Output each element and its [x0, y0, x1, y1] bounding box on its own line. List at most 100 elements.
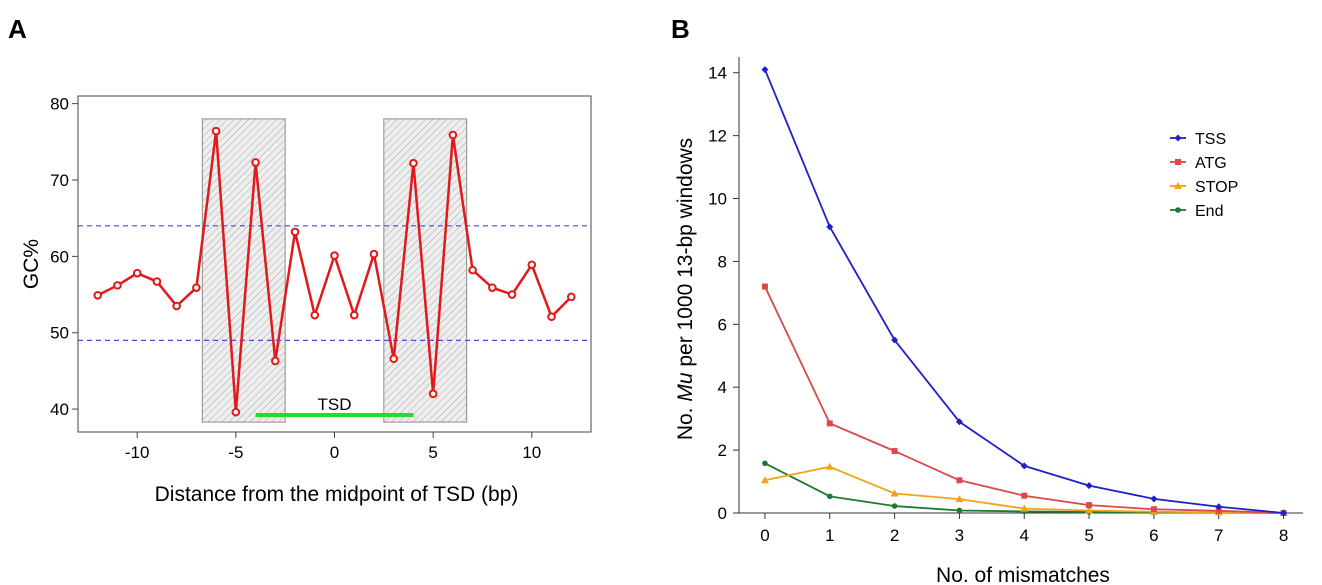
x-tick-label-a: 0 [330, 443, 339, 462]
x-tick-label-b: 0 [760, 526, 769, 545]
gc-point [132, 268, 142, 278]
x-tick-label-a: -5 [228, 443, 243, 462]
gc-point [409, 158, 418, 168]
highlight-region-2 [383, 118, 468, 423]
x-tick-label-a: 5 [428, 443, 437, 462]
y-tick-label-a: 60 [50, 247, 69, 266]
gc-point [290, 227, 300, 237]
y-tick-label-b: 14 [708, 64, 727, 83]
series-point-atg [761, 283, 768, 290]
y-tick-label-b: 0 [718, 504, 727, 523]
y-tick-label-b: 10 [708, 190, 727, 209]
series-point-tss [1085, 482, 1093, 490]
series-point-stop [955, 495, 964, 503]
y-tick-label-a: 50 [50, 324, 69, 343]
y-axis-title-a: GC% [20, 239, 43, 289]
series-point-atg [956, 477, 963, 484]
gc-point [231, 407, 241, 417]
series-point-atg [826, 420, 833, 427]
gc-point [507, 290, 517, 299]
legend-label-stop: STOP [1195, 179, 1238, 196]
gc-point [113, 281, 122, 290]
gc-series-line [97, 129, 573, 414]
legend-marker-tss [1174, 134, 1182, 142]
panel-b-letter: B [671, 14, 690, 44]
series-point-atg [1150, 506, 1157, 513]
legend-marker-end [1175, 207, 1181, 213]
panel-a-letter: A [8, 14, 27, 44]
x-axis-title-b: No. of mismatches [936, 564, 1110, 585]
y-tick-label-a: 70 [50, 171, 69, 190]
y-tick-label-b: 6 [718, 315, 727, 334]
series-line-atg [764, 286, 1284, 514]
x-axis-title-a: Distance from the midpoint of TSD (bp) [155, 483, 519, 506]
series-point-atg [1021, 492, 1028, 499]
gc-point [192, 283, 201, 292]
gc-point [428, 389, 438, 399]
series-point-tss [761, 66, 769, 74]
gc-point [488, 283, 497, 292]
series-point-tss [891, 336, 899, 344]
y-tick-label-b: 4 [718, 378, 727, 397]
series-point-stop [760, 476, 769, 484]
series-point-tss [1020, 462, 1028, 470]
gc-point [527, 260, 537, 270]
gc-point [566, 292, 576, 302]
x-tick-label-b: 5 [1084, 526, 1093, 545]
tsd-label: TSD [318, 395, 352, 414]
legend-marker-atg [1175, 159, 1181, 165]
gc-point [330, 251, 339, 260]
chart-a: TSD 40 50 60 70 80 -10 -5 0 5 10 Distance from the … [20, 95, 592, 506]
y-tick-label-a: 40 [50, 400, 69, 419]
series-point-end [956, 507, 963, 514]
gc-point [369, 249, 379, 259]
series-point-stop [890, 489, 899, 497]
gc-point [547, 312, 556, 321]
series-point-tss [1215, 503, 1223, 511]
y-tick-label-b: 2 [718, 441, 727, 460]
series-point-tss [1150, 495, 1158, 503]
x-tick-label-b: 8 [1279, 526, 1288, 545]
series-point-atg [1215, 507, 1222, 514]
series-point-stop [825, 462, 834, 470]
y-axis-title-b: No. Mu per 1000 13-bp windows [674, 138, 697, 440]
series-point-stop [1020, 504, 1029, 512]
legend-label-tss: TSS [1195, 131, 1226, 148]
gc-point [93, 291, 103, 300]
legend-label-atg: ATG [1195, 155, 1227, 172]
x-tick-label-b: 2 [890, 526, 899, 545]
series-point-tss [955, 418, 963, 426]
y-axis-title-b-part: No. [674, 402, 697, 441]
legend-marker-stop [1174, 182, 1182, 189]
gc-point [271, 356, 280, 366]
x-tick-label-b: 6 [1149, 526, 1158, 545]
gc-point [211, 126, 221, 136]
x-tick-label-b: 1 [825, 526, 834, 545]
series-point-atg [891, 448, 898, 455]
y-tick-label-a: 80 [50, 95, 69, 114]
gc-point [152, 277, 162, 286]
series-point-end [826, 493, 833, 500]
series-point-stop [1085, 506, 1094, 514]
series-point-tss [826, 223, 834, 231]
highlight-region-1 [201, 118, 286, 423]
x-tick-label-a: -10 [125, 443, 150, 462]
y-tick-label-b: 12 [708, 127, 727, 146]
gc-point [251, 158, 260, 167]
plot-frame-a [77, 95, 592, 433]
legend-label-end: End [1195, 203, 1223, 220]
gc-point [389, 354, 398, 363]
x-tick-label-b: 4 [1020, 526, 1029, 545]
y-axis-title-b-part: Mu [674, 372, 697, 401]
gc-point [468, 265, 477, 275]
x-tick-label-b: 3 [955, 526, 964, 545]
series-point-atg [1086, 502, 1093, 509]
x-tick-label-b: 7 [1214, 526, 1223, 545]
x-tick-label-a: 10 [522, 443, 541, 462]
gc-point [349, 310, 359, 320]
series-point-end [762, 460, 768, 467]
y-axis-title-b-part: per 1000 13-bp windows [674, 138, 697, 373]
gc-point [448, 130, 458, 140]
